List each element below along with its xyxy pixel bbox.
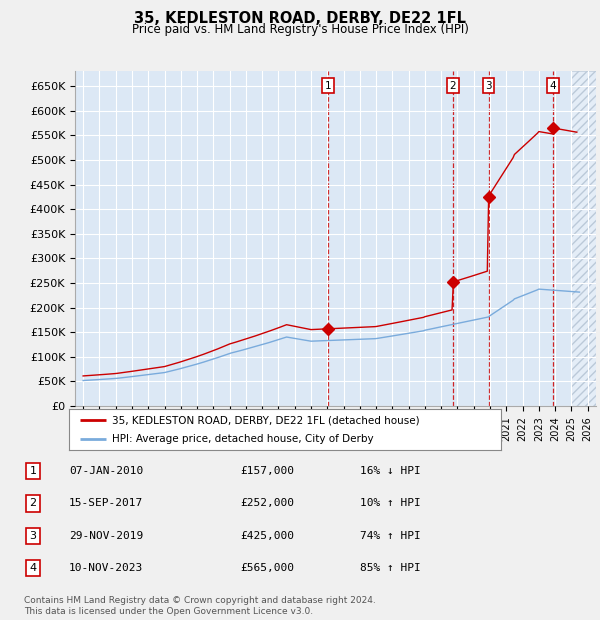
Text: 29-NOV-2019: 29-NOV-2019 — [69, 531, 143, 541]
Text: 10-NOV-2023: 10-NOV-2023 — [69, 563, 143, 573]
Text: Contains HM Land Registry data © Crown copyright and database right 2024.
This d: Contains HM Land Registry data © Crown c… — [24, 596, 376, 616]
Text: HPI: Average price, detached house, City of Derby: HPI: Average price, detached house, City… — [112, 435, 374, 445]
Text: 4: 4 — [29, 563, 37, 573]
Text: 1: 1 — [29, 466, 37, 476]
Text: 15-SEP-2017: 15-SEP-2017 — [69, 498, 143, 508]
Text: 35, KEDLESTON ROAD, DERBY, DE22 1FL (detached house): 35, KEDLESTON ROAD, DERBY, DE22 1FL (det… — [112, 415, 420, 425]
Text: £157,000: £157,000 — [240, 466, 294, 476]
Text: 1: 1 — [325, 81, 331, 91]
Text: 35, KEDLESTON ROAD, DERBY, DE22 1FL: 35, KEDLESTON ROAD, DERBY, DE22 1FL — [134, 11, 466, 26]
Text: 2: 2 — [29, 498, 37, 508]
Text: Price paid vs. HM Land Registry's House Price Index (HPI): Price paid vs. HM Land Registry's House … — [131, 23, 469, 36]
Text: 3: 3 — [29, 531, 37, 541]
Text: 07-JAN-2010: 07-JAN-2010 — [69, 466, 143, 476]
Text: 16% ↓ HPI: 16% ↓ HPI — [360, 466, 421, 476]
Text: 4: 4 — [550, 81, 556, 91]
Bar — [571, 71, 600, 406]
Bar — [571, 71, 600, 406]
Text: 74% ↑ HPI: 74% ↑ HPI — [360, 531, 421, 541]
Text: £252,000: £252,000 — [240, 498, 294, 508]
Text: £565,000: £565,000 — [240, 563, 294, 573]
Text: 2: 2 — [449, 81, 456, 91]
Text: 3: 3 — [485, 81, 492, 91]
Text: £425,000: £425,000 — [240, 531, 294, 541]
Text: 85% ↑ HPI: 85% ↑ HPI — [360, 563, 421, 573]
Text: 10% ↑ HPI: 10% ↑ HPI — [360, 498, 421, 508]
